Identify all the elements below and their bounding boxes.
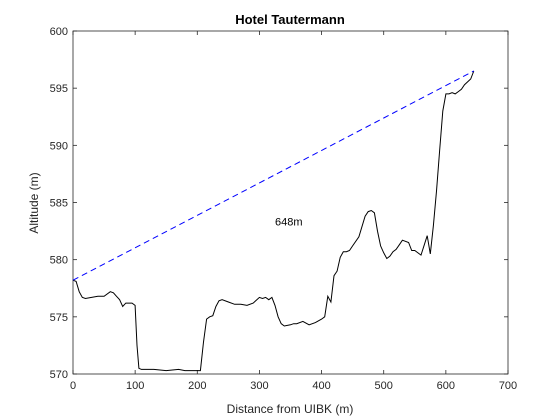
x-tick-label: 600 (437, 380, 455, 392)
y-tick-label: 595 (50, 83, 68, 95)
x-tick-label: 400 (312, 380, 330, 392)
y-tick-label: 585 (50, 198, 68, 210)
x-tick-label: 200 (188, 380, 206, 392)
x-tick-label: 300 (250, 380, 268, 392)
y-tick-label: 590 (50, 140, 68, 152)
line-of-sight-series (72, 70, 475, 281)
y-tick-label: 600 (50, 26, 68, 38)
chart-title: Hotel Tautermann (235, 12, 345, 27)
distance-annotation: 648m (275, 216, 303, 228)
y-tick-label: 575 (50, 312, 68, 324)
x-tick-label: 500 (375, 380, 393, 392)
series-layer (72, 70, 475, 372)
x-tick-label: 100 (126, 380, 144, 392)
x-tick-label: 0 (70, 380, 76, 392)
plot-area (72, 30, 509, 375)
axis-ticks: 0 100 200 300 400 500 600 700 570 575 580 585 590 595… (50, 26, 518, 392)
x-axis-label: Distance from UIBK (m) (227, 402, 354, 416)
terrain-profile-series (72, 70, 475, 372)
y-axis-label: Altitude (m) (27, 172, 41, 233)
y-tick-label: 570 (50, 369, 68, 381)
x-tick-label: 700 (499, 380, 517, 392)
y-tick-label: 580 (50, 255, 68, 267)
